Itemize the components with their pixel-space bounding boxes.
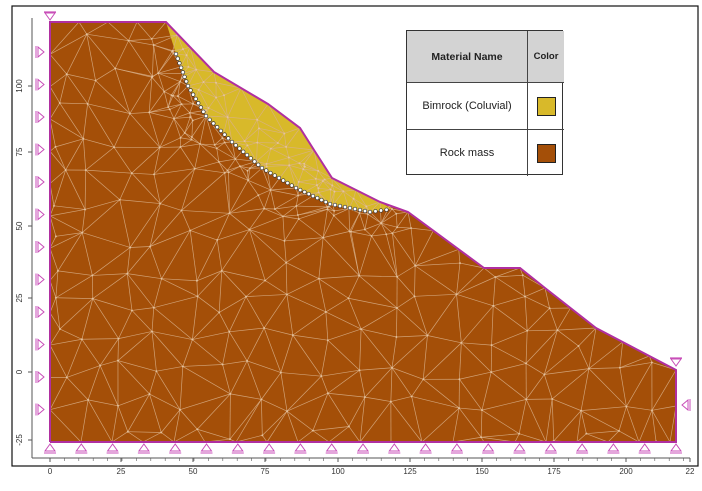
roller-support-icon bbox=[35, 175, 45, 189]
fixed-support-icon bbox=[388, 443, 401, 454]
legend-header-name: Material Name bbox=[407, 31, 528, 83]
corner-restraint-icon bbox=[44, 11, 56, 21]
roller-support-icon bbox=[35, 240, 45, 254]
x-tick-label: 0 bbox=[48, 467, 53, 476]
fixed-support-icon bbox=[263, 443, 276, 454]
x-tick-label: 75 bbox=[261, 467, 270, 476]
fixed-support-icon bbox=[294, 443, 307, 454]
material-interface-nodes bbox=[173, 51, 389, 215]
x-tick-label: 125 bbox=[403, 467, 417, 476]
roller-support-icon bbox=[35, 45, 45, 59]
y-tick-label: 25 bbox=[15, 293, 24, 302]
bimrock-region bbox=[166, 22, 392, 212]
fixed-support-icon bbox=[419, 443, 432, 454]
fixed-support-icon bbox=[450, 443, 463, 454]
corner-restraint-marks bbox=[44, 11, 682, 367]
y-tick-label: 50 bbox=[15, 221, 24, 230]
x-tick-labels: 0 25 50 75 100 125 150 175 200 22 bbox=[48, 458, 695, 476]
roller-support-icon bbox=[35, 143, 45, 156]
y-tick-label: 100 bbox=[15, 79, 24, 93]
fixed-support-icon bbox=[106, 443, 119, 454]
roller-support-icon bbox=[35, 370, 45, 384]
legend-color-cell bbox=[528, 130, 564, 176]
fixed-support-icon bbox=[231, 443, 244, 454]
fixed-support-icon bbox=[169, 443, 182, 454]
x-tick-label: 150 bbox=[475, 467, 489, 476]
y-tick-label: 75 bbox=[15, 147, 24, 156]
x-tick-label: 22 bbox=[686, 467, 695, 476]
fixed-support-icon bbox=[75, 443, 88, 454]
rock-mass-color-swatch bbox=[536, 143, 556, 163]
x-tick-label: 25 bbox=[117, 467, 126, 476]
y-tick-label: -25 bbox=[15, 434, 24, 446]
fixed-support-icon bbox=[607, 443, 620, 454]
y-tick-labels: 100 75 50 25 0 -25 bbox=[15, 79, 32, 446]
model-external-boundary bbox=[49, 21, 677, 443]
fixed-support-icon bbox=[137, 443, 150, 454]
fixed-support-icon bbox=[200, 443, 213, 454]
fixed-support-icon bbox=[325, 443, 338, 454]
legend-color-cell bbox=[528, 83, 564, 130]
fixed-support-icon bbox=[576, 443, 589, 454]
fixed-support-icon bbox=[544, 443, 557, 454]
rock-mass-region bbox=[50, 22, 676, 442]
bottom-fixed-supports bbox=[44, 443, 682, 454]
right-roller-supports bbox=[681, 398, 691, 412]
material-legend: Material Name Color Bimrock (Coluvial) R… bbox=[406, 30, 564, 176]
roller-support-icon bbox=[35, 78, 45, 91]
fixed-support-icon bbox=[513, 443, 526, 454]
finite-element-mesh bbox=[49, 21, 677, 443]
roller-support-icon bbox=[35, 403, 45, 416]
fixed-support-icon bbox=[670, 443, 682, 454]
legend-material-name: Rock mass bbox=[407, 130, 528, 176]
y-tick-label: 0 bbox=[15, 369, 24, 374]
roller-support-icon bbox=[35, 110, 45, 124]
legend-material-name: Bimrock (Coluvial) bbox=[407, 83, 528, 130]
fixed-support-icon bbox=[638, 443, 651, 454]
corner-restraint-icon bbox=[670, 357, 682, 367]
roller-support-icon bbox=[681, 398, 691, 412]
fixed-support-icon bbox=[44, 443, 56, 454]
legend-header-color: Color bbox=[528, 31, 564, 83]
fixed-support-icon bbox=[482, 443, 495, 454]
x-tick-label: 175 bbox=[547, 467, 561, 476]
roller-support-icon bbox=[35, 208, 45, 221]
roller-support-icon bbox=[35, 273, 45, 286]
fixed-support-icon bbox=[357, 443, 369, 454]
x-tick-label: 200 bbox=[619, 467, 633, 476]
roller-support-icon bbox=[35, 338, 45, 351]
x-tick-label: 100 bbox=[331, 467, 345, 476]
left-roller-supports bbox=[35, 45, 45, 416]
x-tick-label: 50 bbox=[189, 467, 198, 476]
viewport-frame bbox=[11, 5, 699, 467]
roller-support-icon bbox=[35, 305, 45, 319]
bimrock-color-swatch bbox=[536, 96, 556, 116]
